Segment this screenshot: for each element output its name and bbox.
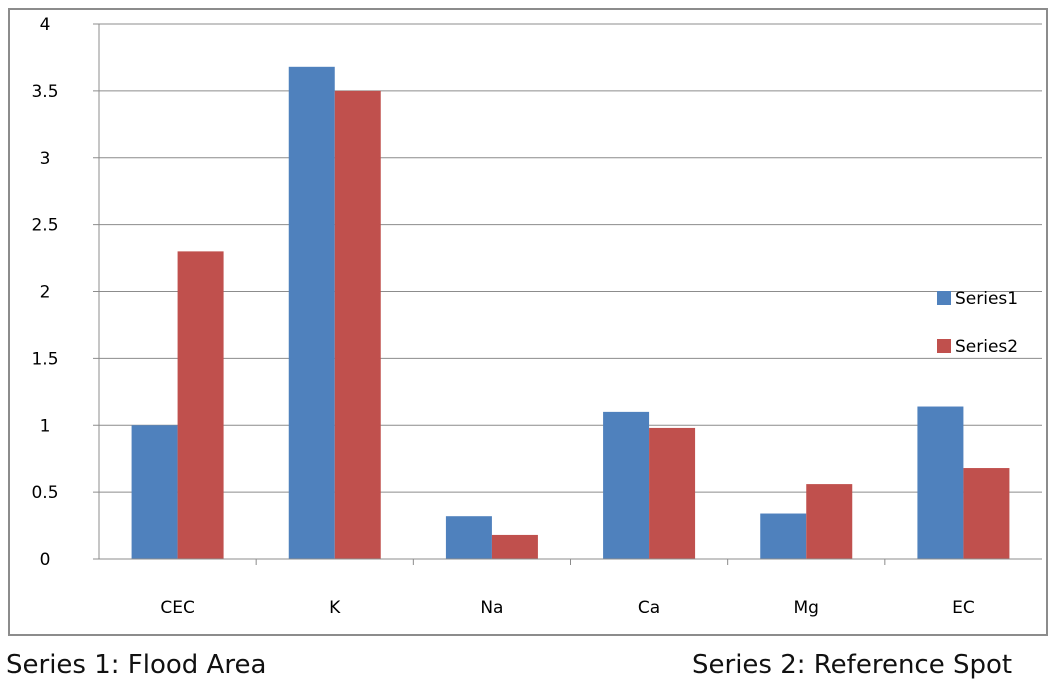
bar-series2-ca bbox=[649, 427, 696, 559]
y-tick-label: 3.5 bbox=[31, 82, 58, 102]
y-tick-label: 1.5 bbox=[31, 349, 58, 369]
caption-series-1: Series 1: Flood Area bbox=[6, 650, 267, 680]
bar-series2-cec bbox=[177, 251, 224, 559]
x-tick-label: K bbox=[329, 598, 341, 618]
legend-label-series1: Series1 bbox=[955, 289, 1018, 309]
y-tick-label: 2 bbox=[40, 283, 51, 303]
legend-label-series2: Series2 bbox=[955, 337, 1018, 357]
bar-series1-ca bbox=[603, 411, 650, 559]
bar-series1-ec bbox=[917, 406, 964, 559]
bar-series2-mg bbox=[806, 484, 853, 559]
y-tick-label: 2.5 bbox=[31, 216, 58, 236]
y-tick-label: 0.5 bbox=[31, 483, 58, 503]
x-tick-label: Na bbox=[480, 598, 503, 618]
x-tick-label: CEC bbox=[160, 598, 194, 618]
y-tick-label: 0 bbox=[40, 550, 51, 570]
caption-series-2: Series 2: Reference Spot bbox=[692, 650, 1013, 680]
x-tick-label: Mg bbox=[794, 598, 819, 618]
gridlines bbox=[99, 23, 1042, 493]
y-tick-label: 4 bbox=[40, 15, 51, 35]
axes: 0 0.5 1 1.5 2 2.5 3 3.5 4 CEC K Na Ca Mg EC bbox=[31, 15, 1042, 618]
y-tick-label: 3 bbox=[40, 149, 51, 169]
legend-swatch-series2 bbox=[937, 339, 951, 353]
x-tick-label: EC bbox=[952, 598, 975, 618]
bar-series2-ec bbox=[963, 468, 1010, 559]
bar-series1-mg bbox=[760, 513, 807, 559]
bar-series1-k bbox=[288, 66, 335, 560]
x-tick-label: Ca bbox=[638, 598, 660, 618]
legend-swatch-series1 bbox=[937, 291, 951, 305]
bar-series1-cec bbox=[131, 425, 178, 559]
y-tick-label: 1 bbox=[40, 416, 51, 436]
legend: Series1 Series2 bbox=[937, 289, 1018, 357]
bars bbox=[131, 66, 1010, 560]
bar-series1-na bbox=[445, 516, 492, 559]
bar-series2-na bbox=[491, 534, 538, 559]
bar-series2-k bbox=[334, 90, 381, 559]
